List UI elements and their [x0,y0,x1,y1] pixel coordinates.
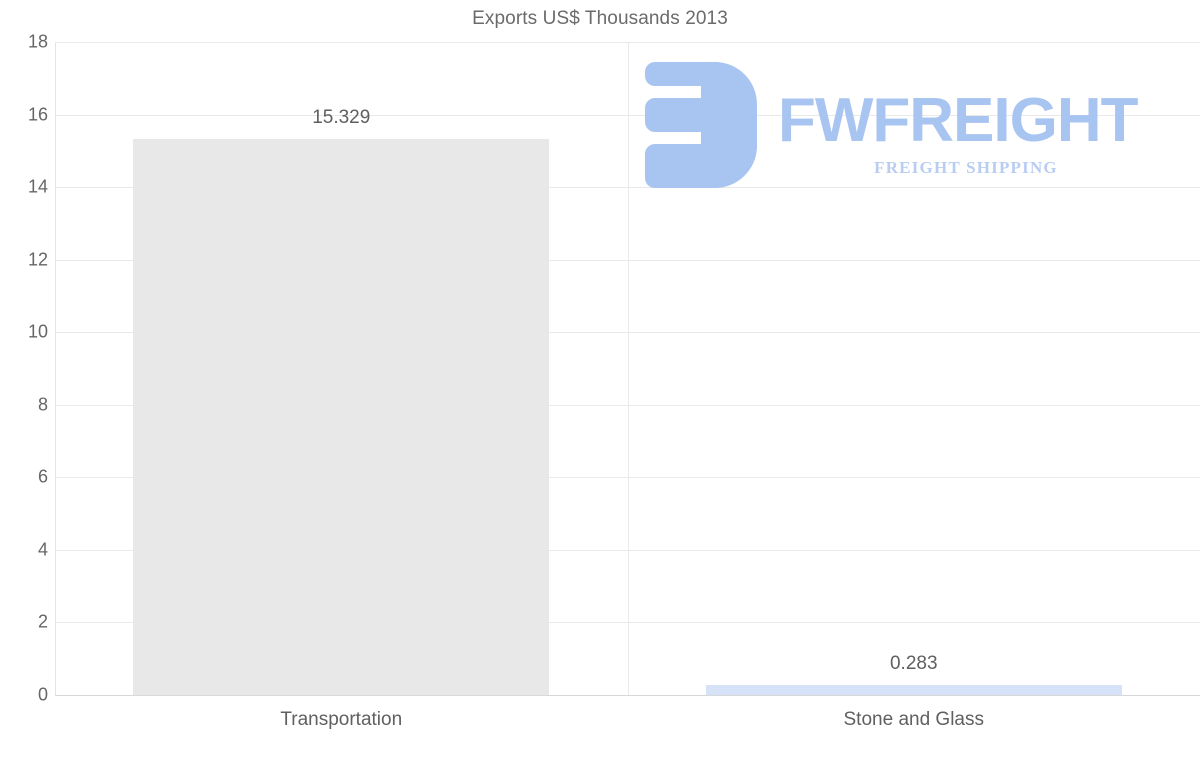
y-axis-tick-label: 18 [27,31,48,52]
chart-title: Exports US$ Thousands 2013 [472,8,728,29]
bar-value-label: 0.283 [889,652,938,674]
x-axis-tick-label: Transportation [280,709,403,730]
gridline [55,549,1200,551]
y-axis-tick-label: 10 [27,321,48,342]
gridline [55,477,1200,479]
y-axis-tick-label: 4 [37,539,48,560]
bar-value-label: 15.329 [312,106,371,128]
gridline [55,187,1200,189]
bar[interactable] [133,138,550,695]
gridline [55,622,1200,624]
plot-area: 0 2 4 6 8 10 12 14 16 18 15.329 0.283 Transportati… [28,32,1200,730]
gridline [55,695,1200,696]
y-axis-tick-label: 16 [27,104,48,125]
gridline [55,259,1200,261]
y-axis-tick-label: 6 [37,466,48,487]
gridline [55,42,1200,43]
gridline [55,404,1200,406]
bar[interactable] [705,684,1122,695]
y-axis-tick-label: 8 [37,394,48,415]
x-axis-tick-label: Stone and Glass [843,709,984,730]
category-divider [628,42,629,695]
gridline [55,332,1200,334]
y-axis-tick-label: 0 [37,684,48,705]
y-axis-tick-label: 14 [27,176,48,197]
y-axis-tick-label: 2 [37,611,48,632]
gridline [55,114,1200,116]
y-axis-tick-label: 12 [27,249,48,270]
y-axis-line [55,42,56,696]
